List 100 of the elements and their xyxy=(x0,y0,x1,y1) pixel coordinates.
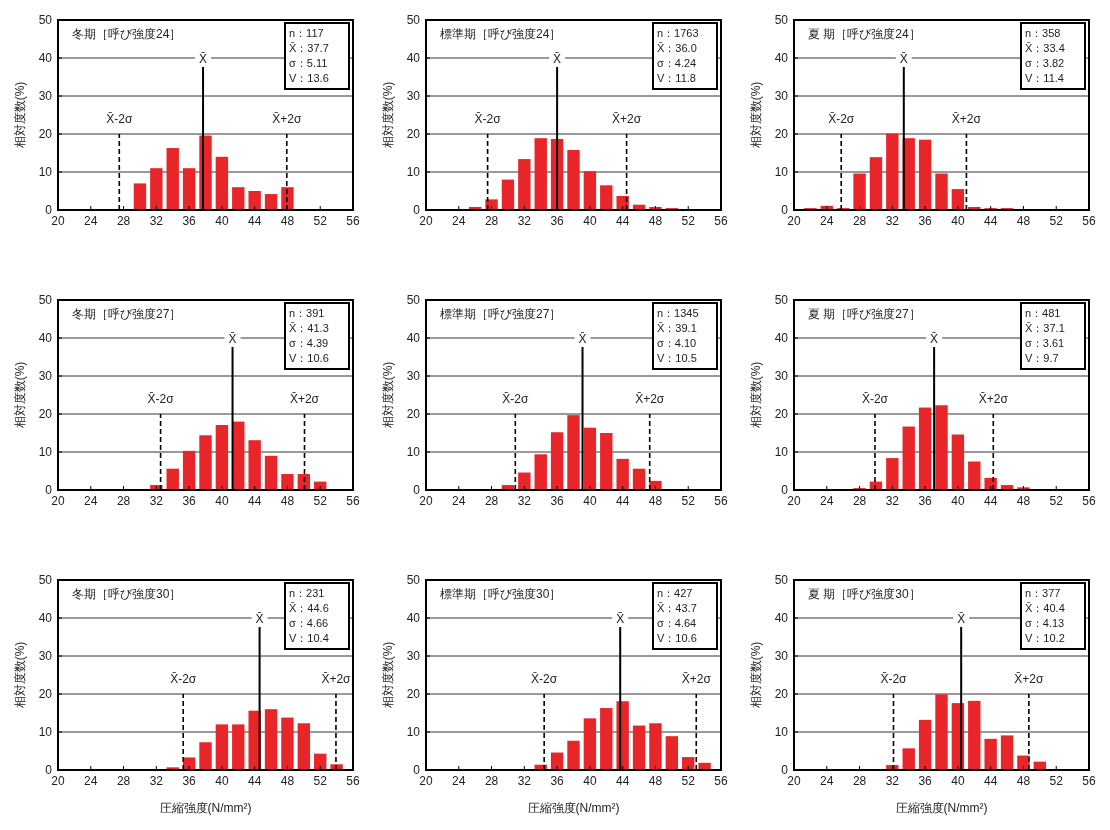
x-tick-label: 48 xyxy=(648,214,663,228)
y-tick-label: 30 xyxy=(38,649,53,664)
ref-line-label: X̄-2σ xyxy=(828,112,855,126)
x-tick-label: 32 xyxy=(149,494,164,508)
annotation: X̄：41.3 xyxy=(289,322,329,334)
y-tick-label: 0 xyxy=(781,483,789,498)
y-tick-label: 40 xyxy=(406,51,421,66)
x-tick-label: 24 xyxy=(452,214,466,228)
x-tick-label: 24 xyxy=(84,494,98,508)
x-tick-label: 40 xyxy=(583,214,597,228)
x-tick-label: 52 xyxy=(313,494,328,508)
x-tick-label: 52 xyxy=(1049,774,1064,788)
x-tick-label: 32 xyxy=(885,214,900,228)
annotation: σ：3.61 xyxy=(1025,337,1065,349)
x-tick-label: 56 xyxy=(346,494,360,508)
ref-line-label: X̄+2σ xyxy=(321,672,352,686)
x-tick-label: 48 xyxy=(280,214,295,228)
x-tick-label: 40 xyxy=(583,774,597,788)
x-tick-label: 40 xyxy=(951,774,965,788)
annotation: V：11.8 xyxy=(657,72,696,84)
y-tick-label: 10 xyxy=(406,165,421,180)
ref-line-label: X̄-2σ xyxy=(474,112,502,126)
annotation: V：10.6 xyxy=(289,352,329,364)
x-tick-label: 56 xyxy=(714,774,728,788)
x-tick-label: 40 xyxy=(215,494,229,508)
x-tick-label: 52 xyxy=(313,774,328,788)
x-tick-label: 56 xyxy=(1082,774,1096,788)
y-tick-label: 40 xyxy=(774,331,789,346)
text: 標準期［呼び強度27］ xyxy=(440,307,562,321)
y-tick-label: 50 xyxy=(406,573,421,588)
ref-line-label: X̄-2σ xyxy=(861,392,889,406)
y-tick-label: 50 xyxy=(406,293,421,308)
y-tick-label: 30 xyxy=(38,89,53,104)
x-tick-label: 32 xyxy=(885,774,900,788)
y-tick-label: 10 xyxy=(38,725,53,740)
y-tick-label: 20 xyxy=(774,687,789,702)
y-axis-title: 相対度数(%) xyxy=(381,361,395,429)
ref-line-label: X̄ xyxy=(930,332,939,346)
y-axis-title: 相対度数(%) xyxy=(381,81,395,149)
y-tick-label: 50 xyxy=(774,573,789,588)
x-tick-label: 24 xyxy=(820,494,834,508)
y-tick-label: 50 xyxy=(38,13,53,28)
text: 夏 期［呼び強度30］ xyxy=(808,587,921,601)
x-tick-label: 44 xyxy=(983,494,998,508)
annotation: X̄：36.0 xyxy=(657,42,697,54)
ref-line-label: X̄ xyxy=(616,612,625,626)
annotation: n：1763 xyxy=(657,27,699,39)
y-tick-label: 30 xyxy=(774,649,789,664)
ref-line-label: X̄-2σ xyxy=(531,672,558,686)
x-tick-label: 48 xyxy=(1016,214,1031,228)
x-tick-label: 44 xyxy=(247,774,262,788)
y-axis-title: 相対度数(%) xyxy=(13,81,27,149)
x-tick-label: 56 xyxy=(714,494,728,508)
y-tick-label: 20 xyxy=(406,687,421,702)
y-tick-label: 20 xyxy=(774,407,789,422)
y-tick-label: 50 xyxy=(38,293,53,308)
annotation: X̄：33.4 xyxy=(1025,42,1065,54)
x-tick-label: 40 xyxy=(951,494,965,508)
y-tick-label: 10 xyxy=(406,445,421,460)
ref-line-label: X̄ xyxy=(255,612,264,626)
x-tick-label: 48 xyxy=(280,494,295,508)
annotation: σ：4.10 xyxy=(657,337,697,349)
annotation: n：117 xyxy=(289,27,324,39)
ref-line-label: X̄+2σ xyxy=(951,112,982,126)
annotation: V：9.7 xyxy=(1025,352,1059,364)
ref-line-label: X̄+2σ xyxy=(1014,672,1044,686)
y-tick-label: 40 xyxy=(38,51,53,66)
x-tick-label: 24 xyxy=(84,774,98,788)
y-tick-label: 10 xyxy=(774,445,789,460)
x-tick-label: 44 xyxy=(247,494,262,508)
annotation: n：391 xyxy=(289,307,325,319)
annotation: n：481 xyxy=(1025,307,1061,319)
ref-line-label: X̄ xyxy=(228,332,237,346)
x-tick-label: 32 xyxy=(149,774,164,788)
x-tick-label: 40 xyxy=(215,214,229,228)
text: 夏 期［呼び強度27］ xyxy=(808,307,921,321)
ref-line-label: X̄-2σ xyxy=(147,392,175,406)
x-tick-label: 44 xyxy=(247,214,262,228)
text: 標準期［呼び強度30］ xyxy=(440,587,562,601)
y-tick-label: 30 xyxy=(406,649,421,664)
x-tick-label: 48 xyxy=(648,774,663,788)
y-tick-label: 50 xyxy=(38,573,53,588)
x-tick-label: 52 xyxy=(1049,494,1064,508)
y-tick-label: 0 xyxy=(413,483,421,498)
annotation: V：10.4 xyxy=(289,632,329,644)
ref-line-label: X̄-2σ xyxy=(880,672,908,686)
x-tick-label: 52 xyxy=(681,494,696,508)
ref-line-label: X̄ xyxy=(957,612,966,626)
x-tick-label: 36 xyxy=(550,494,565,508)
y-tick-label: 10 xyxy=(774,165,789,180)
ref-line-label: X̄+2σ xyxy=(978,392,1009,406)
annotation: V：11.4 xyxy=(1025,72,1064,84)
y-axis-title: 相対度数(%) xyxy=(13,361,27,429)
y-tick-label: 0 xyxy=(413,203,421,218)
y-tick-label: 40 xyxy=(774,611,789,626)
annotation: n：231 xyxy=(289,587,325,599)
x-tick-label: 28 xyxy=(484,494,499,508)
x-tick-label: 32 xyxy=(885,494,900,508)
y-tick-label: 30 xyxy=(774,369,789,384)
annotation: X̄：37.1 xyxy=(1025,322,1065,334)
